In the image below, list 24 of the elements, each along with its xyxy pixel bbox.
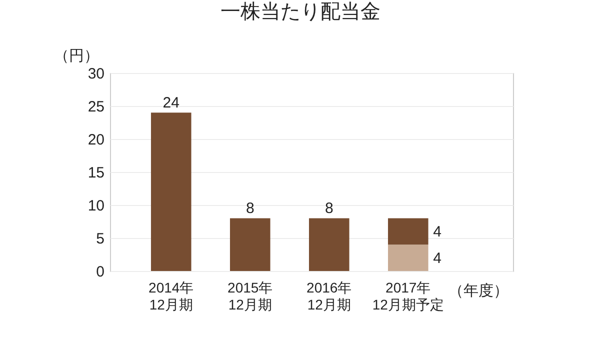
y-tick-label: 30 bbox=[88, 66, 104, 82]
x-tick-label: 2016年 12月期 bbox=[306, 280, 352, 312]
y-tick-label: 10 bbox=[88, 198, 104, 214]
y-tick-label: 25 bbox=[88, 98, 104, 116]
bar bbox=[230, 218, 270, 271]
data-label: 4 bbox=[433, 223, 442, 240]
y-tick-label: 20 bbox=[88, 132, 104, 148]
y-axis-title: （円） bbox=[54, 48, 99, 64]
bar bbox=[150, 112, 192, 271]
x-axis-title: （年度） bbox=[448, 282, 508, 300]
y-tick-label: 15 bbox=[88, 164, 104, 182]
bar bbox=[388, 244, 428, 271]
x-tick-label: 2014年 12月期 bbox=[148, 280, 194, 312]
y-tick-label: 5 bbox=[96, 230, 104, 248]
y-tick-label: 0 bbox=[96, 264, 104, 280]
x-tick-label: 2017年 12月期予定 bbox=[372, 280, 444, 312]
data-label: 8 bbox=[246, 200, 254, 218]
data-label: 8 bbox=[324, 200, 334, 218]
data-label: 24 bbox=[162, 94, 180, 112]
bar bbox=[388, 218, 428, 245]
x-tick-label: 2015年 12月期 bbox=[228, 280, 273, 312]
bar bbox=[308, 218, 350, 271]
data-label: 4 bbox=[433, 250, 442, 267]
chart-title: 一株当たり配当金 bbox=[220, 1, 380, 23]
